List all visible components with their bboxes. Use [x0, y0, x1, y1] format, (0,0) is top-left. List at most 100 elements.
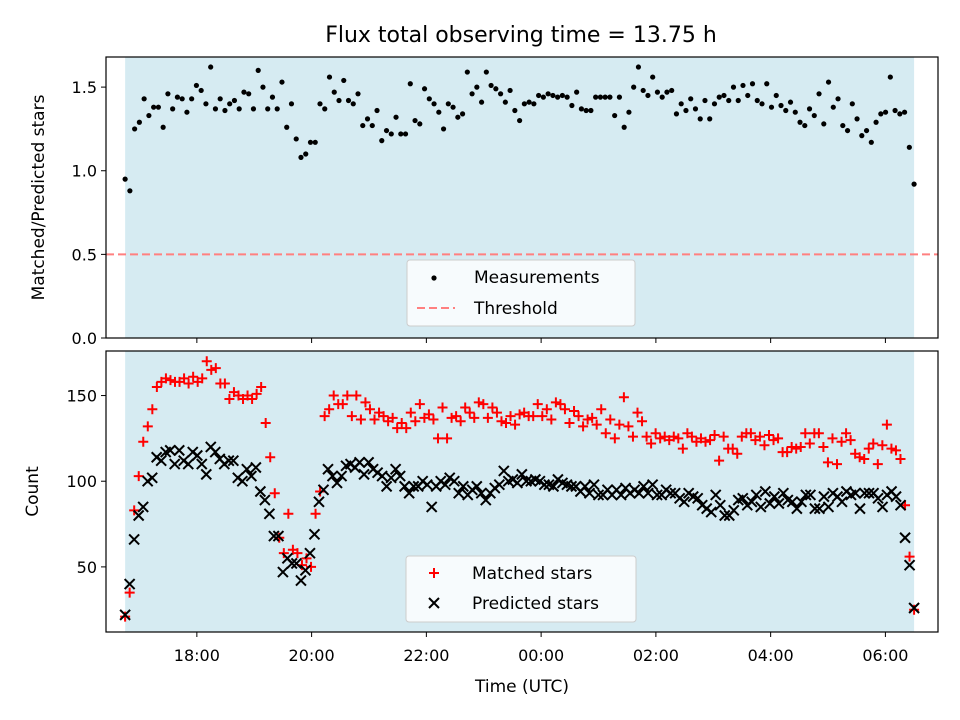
matched-star-point [727, 443, 738, 454]
measurement-point [179, 96, 185, 102]
matched-star-point [632, 407, 643, 418]
matched-star-point [142, 421, 153, 432]
x-tick-label: 00:00 [518, 646, 564, 665]
predicted-star-point [800, 489, 812, 501]
predicted-star-point [854, 502, 866, 515]
measurement-point [868, 139, 874, 145]
predicted-star-point [804, 489, 817, 501]
measurement-point [840, 122, 846, 129]
matched-star-point [265, 452, 276, 463]
matched-star-point [686, 431, 697, 442]
matched-star-point [210, 363, 221, 374]
measurement-point [792, 109, 798, 115]
measurement-point [307, 139, 314, 145]
measurement-point [146, 112, 152, 119]
measurement-point [284, 124, 290, 130]
matched-star-point [832, 459, 843, 470]
measurement-point [360, 122, 366, 129]
predicted-star-point [809, 502, 821, 515]
x-axis-label: Time (UTC) [474, 677, 569, 697]
y-tick-label: 50 [77, 558, 97, 577]
matched-star-point [600, 428, 611, 439]
predicted-star-point [453, 487, 465, 499]
predicted-star-point [119, 609, 131, 621]
measurement-point [602, 94, 608, 100]
matched-star-point [709, 429, 720, 440]
predicted-star-point [326, 470, 339, 482]
matched-star-point [759, 440, 770, 451]
matched-star-point [800, 428, 811, 439]
predicted-star-point [277, 566, 289, 578]
predicted-star-point [890, 490, 902, 503]
measurement-point [825, 79, 832, 85]
predicted-star-point [737, 492, 749, 505]
measurement-point [383, 127, 390, 134]
measurement-point [768, 104, 775, 110]
measurement-point [654, 89, 661, 95]
matched-star-point [283, 508, 294, 519]
predicted-star-point [155, 454, 167, 467]
predicted-star-point [223, 454, 235, 467]
predicted-star-point [795, 496, 808, 508]
matched-star-point [532, 399, 543, 410]
matched-star-point [378, 411, 389, 422]
measurement-point [711, 101, 718, 107]
matched-star-point [813, 428, 824, 439]
matched-star-point [487, 402, 498, 413]
measurement-point [517, 117, 523, 124]
measurement-point [317, 101, 323, 107]
measurement-point [702, 97, 708, 104]
predicted-star-point [728, 504, 740, 517]
matched-star-point [355, 414, 366, 425]
measurement-point [431, 101, 437, 107]
top-axes-frame [105, 56, 939, 339]
matched-star-point [278, 548, 289, 559]
measurement-point [550, 92, 556, 99]
measurement-point [593, 94, 599, 100]
measurement-point [645, 92, 651, 99]
matched-star-point [845, 435, 856, 446]
predicted-star-point [633, 487, 645, 499]
matched-star-point [514, 409, 525, 420]
measurement-point [783, 107, 789, 114]
y-tick-label: 150 [66, 387, 97, 406]
predicted-star-point [169, 458, 181, 470]
predicted-star-point [791, 502, 803, 515]
measurement-point [521, 101, 527, 107]
measurement-point [692, 106, 699, 112]
measurement-point [445, 101, 451, 107]
measurement-point [569, 102, 575, 109]
matched-star-point [668, 431, 679, 442]
matched-star-point [423, 409, 434, 420]
matched-star-point [432, 433, 443, 444]
measurement-point [212, 106, 219, 112]
matched-star-point [247, 393, 258, 404]
matched-star-point [641, 431, 652, 442]
measurement-point [507, 87, 513, 94]
predicted-star-point [304, 547, 316, 559]
x-tick-label: 04:00 [748, 646, 794, 665]
matched-star-point [124, 587, 135, 598]
predicted-star-point [872, 492, 884, 505]
measurement-point [260, 84, 266, 90]
bottom-panel: 50 100 150 18:00 20:00 22:00 00:00 02:00 04:00 0… [23, 350, 939, 697]
measurement-point [402, 131, 409, 137]
matched-star-point [886, 443, 897, 454]
predicted-star-point [714, 499, 726, 511]
matched-star-point [351, 390, 362, 401]
measurement-point [531, 101, 537, 107]
matched-star-point [627, 431, 638, 442]
top-legend: Measurements Threshold [406, 259, 636, 327]
x-tick-label: 20:00 [289, 646, 335, 665]
matched-star-point [446, 412, 457, 423]
measurement-point [136, 119, 142, 125]
matched-star-point [328, 390, 339, 401]
measurement-point [688, 96, 694, 102]
matched-star-point [292, 548, 303, 559]
matched-star-point [890, 445, 901, 456]
measurement-point [830, 104, 836, 110]
measurement-point [250, 106, 257, 112]
measurement-point [288, 101, 295, 107]
predicted-star-point [818, 490, 830, 503]
matched-star-point [841, 428, 852, 439]
